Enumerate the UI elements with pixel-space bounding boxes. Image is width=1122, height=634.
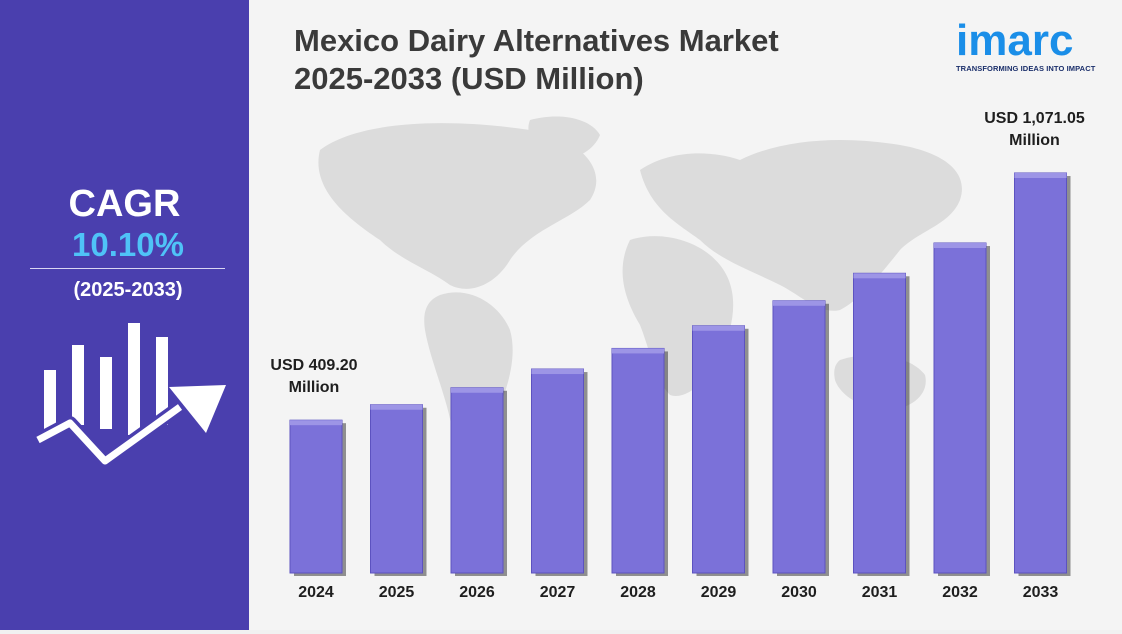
bar-2031 [853,272,906,574]
bar-top-2027 [531,369,584,375]
data-label-2033-line-2: Million [1009,132,1060,149]
bar-2033 [1014,172,1067,574]
bar-top-2026 [451,387,503,393]
bar-2027 [531,368,584,574]
cagr-divider [30,268,225,269]
data-label-2033-line-1: USD 1,071.05 [984,110,1085,127]
bar-top-2030 [773,300,825,306]
chart-title-line-2: 2025-2033 (USD Million) [294,61,644,96]
bar-top-2024 [290,420,342,426]
chart-title: Mexico Dairy Alternatives Market 2025-20… [294,22,779,98]
bar-growth-arrow-icon [34,323,226,465]
tick-label-2025: 2025 [379,584,415,601]
tick-label-2029: 2029 [701,584,737,601]
tick-label-2026: 2026 [459,584,495,601]
bar-top-2032 [934,243,986,249]
logo-tagline: TRANSFORMING IDEAS INTO IMPACT [956,64,1096,73]
bar-2026 [450,387,504,574]
tick-label-2031: 2031 [862,584,898,601]
tick-label-2032: 2032 [942,584,978,601]
bar-2025 [370,404,423,574]
bar-top-2029 [692,325,745,331]
tick-label-2033: 2033 [1023,584,1059,601]
data-label-2024-line-2: Million [289,379,340,396]
cagr-label: CAGR [68,183,181,225]
tick-label-2030: 2030 [781,584,817,601]
bar-2032 [933,242,987,574]
bar-2028 [611,347,665,574]
bar-2030 [772,300,826,574]
imarc-logo: imarc TRANSFORMING IDEAS INTO IMPACT [950,6,1110,76]
bar-2029 [692,325,745,574]
tick-label-2024: 2024 [298,584,334,601]
bar-top-2031 [853,273,906,279]
tick-label-2027: 2027 [540,584,576,601]
bar-top-2025 [370,404,423,410]
bar-2024 [289,419,343,574]
bar-top-2033 [1014,173,1067,178]
logo-wordmark: imarc [956,16,1074,65]
cagr-period: (2025-2033) [73,279,183,301]
data-label-2024-line-1: USD 409.20 [270,357,357,374]
chart-title-line-1: Mexico Dairy Alternatives Market [294,23,779,58]
cagr-sidebar [0,0,249,630]
bar-top-2028 [612,348,664,354]
tick-label-2028: 2028 [620,584,656,601]
cagr-value: 10.10% [72,226,184,263]
